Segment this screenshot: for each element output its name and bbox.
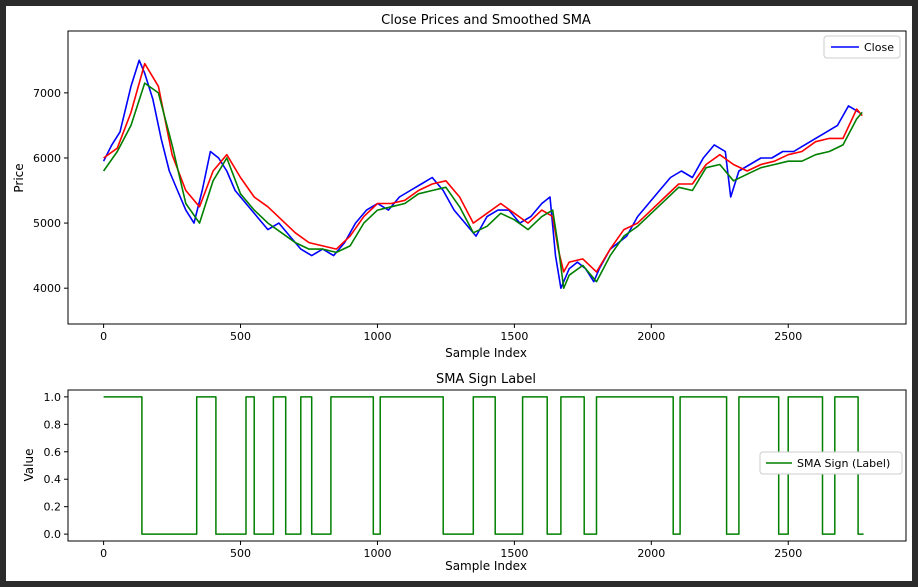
y-tick-label: 4000 (33, 282, 61, 295)
series-line-0-2 (102, 82, 863, 289)
y-tick-label: 0.8 (44, 418, 62, 431)
x-tick-label: 500 (230, 330, 251, 343)
x-tick-label: 1000 (363, 330, 391, 343)
legend-close-label: Close (864, 41, 894, 54)
price-chart-x-ticks: 0 500 1000 1500 2000 2500 (100, 324, 802, 343)
x-tick-label: 2000 (637, 330, 665, 343)
y-tick-label: 7000 (33, 87, 61, 100)
sign-chart-y-axis-label: Value (22, 449, 36, 482)
figure: Close Prices and Smoothed SMA 0 500 1000 15… (6, 6, 912, 581)
sign-chart-y-ticks: 0.0 0.2 0.4 0.6 0.8 1.0 (44, 391, 68, 541)
y-tick-label: 6000 (33, 152, 61, 165)
y-tick-label: 0.4 (44, 473, 62, 486)
legend-sma-sign-label: SMA Sign (Label) (797, 457, 890, 470)
series-line-0-1 (103, 62, 863, 273)
sign-chart-x-axis-label: Sample Index (445, 559, 527, 573)
y-tick-label: 0.0 (44, 528, 62, 541)
price-chart-title: Close Prices and Smoothed SMA (381, 13, 591, 28)
price-chart-legend: Close (823, 35, 901, 59)
sign-chart: SMA Sign Label 0 500 1000 1500 2000 2500 0.00… (22, 372, 907, 573)
price-chart: Close Prices and Smoothed SMA 0 500 1000 15… (12, 13, 907, 360)
price-chart-series (102, 59, 863, 289)
x-tick-label: 2500 (774, 547, 802, 560)
x-tick-label: 1500 (500, 547, 528, 560)
chart-svg: Close Prices and Smoothed SMA 0 500 1000 15… (12, 13, 907, 573)
price-chart-x-axis-label: Sample Index (445, 346, 527, 360)
series-line-1-0 (103, 396, 864, 535)
x-tick-label: 2500 (774, 330, 802, 343)
x-tick-label: 500 (230, 547, 251, 560)
y-tick-label: 0.6 (44, 446, 62, 459)
sign-chart-title: SMA Sign Label (436, 372, 536, 387)
y-tick-label: 1.0 (44, 391, 62, 404)
price-chart-y-axis-label: Price (12, 163, 26, 192)
x-tick-label: 1500 (500, 330, 528, 343)
x-tick-label: 2000 (637, 547, 665, 560)
y-tick-label: 0.2 (44, 501, 62, 514)
price-chart-y-ticks: 4000 5000 6000 7000 (33, 87, 68, 295)
x-tick-label: 0 (100, 330, 107, 343)
x-tick-label: 1000 (363, 547, 391, 560)
x-tick-label: 0 (100, 547, 107, 560)
price-chart-plot-area (67, 30, 907, 325)
sign-chart-series (103, 396, 864, 535)
sign-chart-legend: SMA Sign (Label) (759, 451, 903, 475)
y-tick-label: 5000 (33, 217, 61, 230)
sign-chart-x-ticks: 0 500 1000 1500 2000 2500 (100, 541, 802, 560)
